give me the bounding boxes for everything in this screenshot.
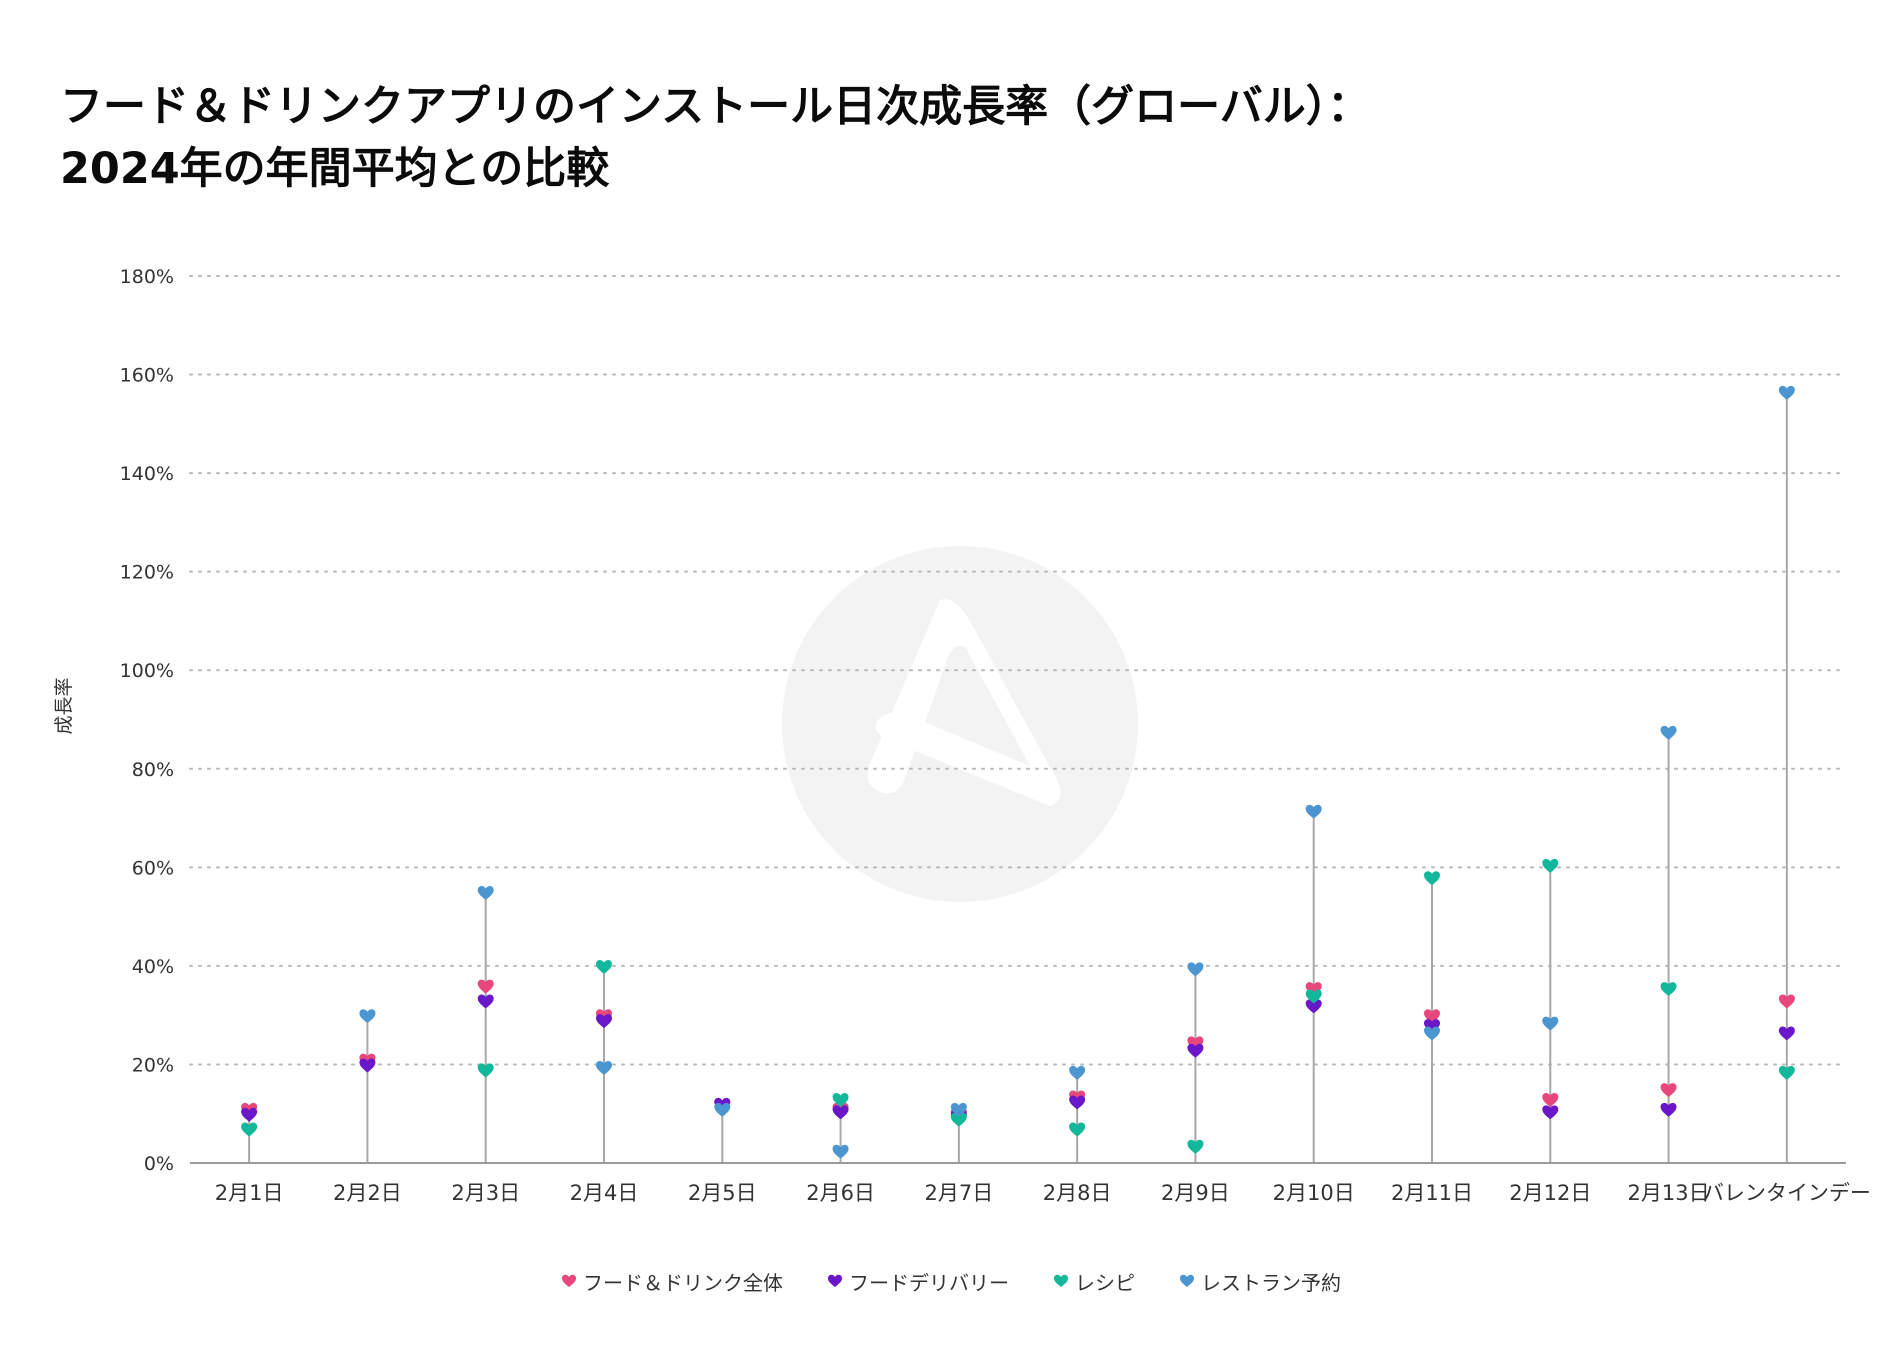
data-point[interactable] <box>1778 1026 1795 1041</box>
y-axis-label: 成長率 <box>53 677 75 734</box>
x-tick-label: 2月3日 <box>451 1181 520 1205</box>
x-tick-label: 2月8日 <box>1043 1181 1112 1205</box>
data-point[interactable] <box>832 1093 849 1107</box>
x-tick-label: 2月2日 <box>333 1181 402 1205</box>
data-point[interactable] <box>1660 725 1677 740</box>
data-point[interactable] <box>714 1102 731 1117</box>
data-point[interactable] <box>241 1122 258 1137</box>
watermark-logo <box>782 546 1138 902</box>
data-point[interactable] <box>1424 1026 1440 1041</box>
data-point[interactable] <box>477 979 494 994</box>
data-point[interactable] <box>1660 982 1677 997</box>
data-point[interactable] <box>1069 1065 1086 1080</box>
data-point[interactable] <box>477 994 494 1009</box>
x-tick-label: 2月9日 <box>1161 1181 1230 1205</box>
y-tick-label: 60% <box>132 857 174 879</box>
data-point[interactable] <box>1542 1093 1559 1107</box>
legend-item-restaurant-reservation[interactable]: レストラン予約 <box>1179 1267 1341 1296</box>
data-point[interactable] <box>1542 858 1559 873</box>
data-point[interactable] <box>832 1144 849 1159</box>
data-point[interactable] <box>596 1014 612 1029</box>
y-tick-label: 140% <box>120 463 174 485</box>
x-tick-label: 2月7日 <box>924 1181 993 1205</box>
x-tick-label: 2月13日 <box>1628 1181 1710 1205</box>
x-tick-label: バレンタインデー <box>1703 1181 1871 1205</box>
heart-icon <box>1180 1274 1194 1287</box>
data-point[interactable] <box>1069 1095 1086 1110</box>
data-point[interactable] <box>359 1058 376 1073</box>
y-tick-label: 20% <box>132 1054 174 1076</box>
chart-title-line-2: 2024年の年間平均との比較 <box>60 144 610 194</box>
chart-title-line-1: フード＆ドリンクアプリのインストール日次成長率（グローバル）： <box>60 82 1371 132</box>
data-point[interactable] <box>1542 1016 1559 1031</box>
legend-label: フードデリバリー <box>849 1270 1009 1295</box>
x-tick-label: 2月11日 <box>1391 1181 1473 1205</box>
data-point[interactable] <box>1424 871 1440 886</box>
data-point[interactable] <box>1069 1122 1086 1137</box>
data-point[interactable] <box>596 959 612 974</box>
data-point[interactable] <box>950 1102 967 1117</box>
data-point[interactable] <box>1660 1102 1677 1117</box>
x-tick-label: 2月5日 <box>688 1181 757 1205</box>
heart-icon <box>1054 1274 1068 1287</box>
legend-label: レシピ <box>1075 1270 1135 1295</box>
data-point[interactable] <box>1305 989 1322 1004</box>
data-point[interactable] <box>1187 1043 1204 1058</box>
data-point[interactable] <box>477 886 494 900</box>
data-point[interactable] <box>1305 999 1322 1014</box>
data-point[interactable] <box>241 1107 258 1122</box>
legend-item-food-delivery[interactable]: フードデリバリー <box>827 1267 1009 1296</box>
y-tick-label: 100% <box>120 660 174 682</box>
legend-label: フード＆ドリンク全体 <box>583 1270 783 1295</box>
chart-title: フード＆ドリンクアプリのインストール日次成長率（グローバル）： 2024年の年間… <box>60 76 1560 200</box>
y-tick-label: 180% <box>120 266 174 288</box>
x-tick-label: 2月4日 <box>570 1181 639 1205</box>
x-tick-label: 2月1日 <box>215 1181 284 1205</box>
x-tick-label: 2月6日 <box>806 1181 875 1205</box>
data-point[interactable] <box>1305 804 1322 819</box>
x-tick-label: 2月10日 <box>1273 1181 1355 1205</box>
data-point[interactable] <box>596 1060 612 1075</box>
y-tick-label: 0% <box>144 1153 174 1175</box>
data-point[interactable] <box>1778 1065 1795 1080</box>
data-point[interactable] <box>1660 1083 1677 1098</box>
y-tick-label: 80% <box>132 759 174 781</box>
legend-item-food-drink-overall[interactable]: フード＆ドリンク全体 <box>561 1267 783 1296</box>
data-point[interactable] <box>950 1112 967 1127</box>
data-point[interactable] <box>1187 962 1204 977</box>
data-point[interactable] <box>1542 1105 1559 1120</box>
legend: フード＆ドリンク全体 フードデリバリー レシピ レストラン予約 <box>0 1264 1902 1298</box>
data-point[interactable] <box>1778 994 1795 1009</box>
data-point[interactable] <box>359 1009 376 1024</box>
data-point[interactable] <box>477 1063 494 1078</box>
x-tick-label: 2月12日 <box>1509 1181 1591 1205</box>
legend-item-recipe[interactable]: レシピ <box>1053 1267 1135 1296</box>
heart-icon <box>562 1274 576 1287</box>
legend-label: レストラン予約 <box>1201 1270 1341 1295</box>
heart-icon <box>828 1274 842 1287</box>
data-point[interactable] <box>1778 385 1795 400</box>
y-tick-label: 120% <box>120 562 174 584</box>
y-tick-label: 160% <box>120 365 174 387</box>
data-point[interactable] <box>1187 1139 1204 1154</box>
y-tick-label: 40% <box>132 956 174 978</box>
data-point[interactable] <box>832 1105 849 1120</box>
